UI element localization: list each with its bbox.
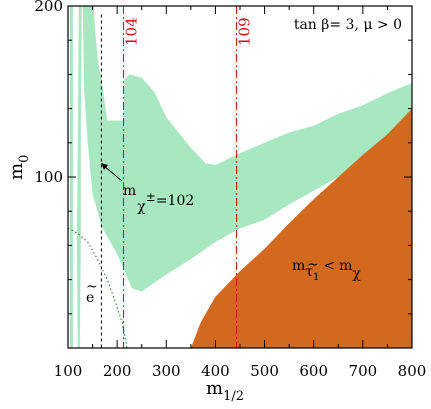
stau-label-rhs-sub: χ (352, 266, 361, 282)
chargino-arrow-line (103, 165, 123, 182)
chargino-arrow-head (101, 163, 108, 170)
y-tick-label-200: 200 (34, 0, 63, 15)
selectron-boundary (68, 227, 128, 348)
stau-label-index: 1 (313, 272, 319, 283)
x-axis-title: m1/2 (206, 378, 244, 404)
x-tick-label-100: 100 (54, 362, 83, 380)
y-tick-label-100: 100 (34, 168, 63, 186)
stau-label-rhs: m (339, 258, 352, 274)
chargino-label-sup: ± (146, 190, 156, 204)
y-axis-title-sub: 0 (17, 155, 32, 163)
chargino-label-sub: χ (137, 199, 146, 215)
selectron-tilde: ~ (86, 279, 98, 295)
x-tick-label-600: 600 (299, 362, 328, 380)
x-tick-label-800: 800 (398, 362, 427, 380)
green-strip-2 (76, 6, 82, 348)
x-tick-label-300: 300 (152, 362, 181, 380)
stau-lsp-region (190, 108, 412, 348)
x-tick-label-400: 400 (201, 362, 230, 380)
stau-label-op: < (323, 258, 335, 274)
stau-tilde: ~ (307, 257, 319, 273)
x-axis-title-sub: 1/2 (223, 389, 244, 404)
stau-label-sub: τ (305, 264, 313, 280)
y-axis-title: m0 (6, 155, 32, 180)
x-tick-label-700: 700 (349, 362, 378, 380)
ticks (67, 5, 413, 349)
tan-beta-annotation: tan β= 3, μ > 0 (294, 17, 402, 33)
higgs-label-109: 109 (236, 17, 254, 46)
chargino-label-value: =102 (156, 193, 194, 209)
selectron-label: e (86, 290, 94, 306)
green-band (82, 6, 412, 292)
x-tick-label-200: 200 (103, 362, 132, 380)
higgs-label-104: 104 (123, 17, 141, 46)
plot-area (68, 6, 412, 348)
x-tick-label-500: 500 (250, 362, 279, 380)
